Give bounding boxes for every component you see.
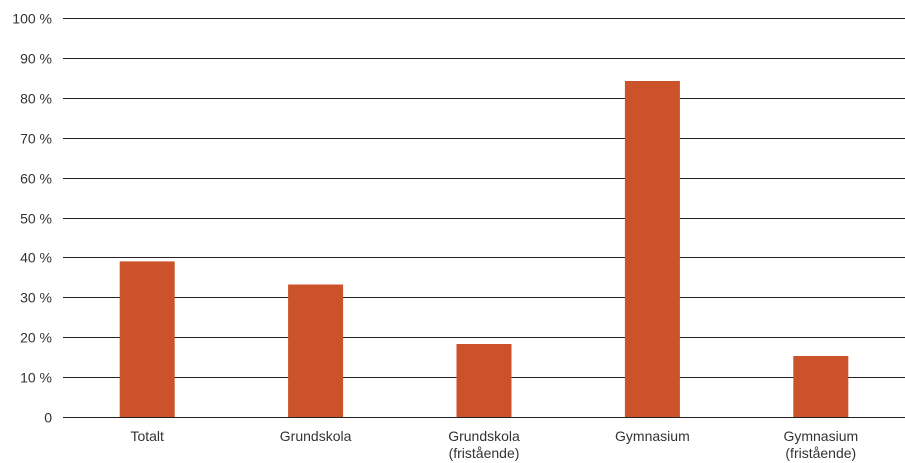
y-tick-label: 40 % <box>20 250 52 266</box>
y-tick-label: 90 % <box>20 51 52 67</box>
x-category-label-line: Gymnasium <box>615 428 690 444</box>
y-tick-label: 20 % <box>20 330 52 346</box>
y-tick-label: 60 % <box>20 171 52 187</box>
x-category-label: Totalt <box>130 428 164 444</box>
y-tick-label: 30 % <box>20 290 52 306</box>
x-category-label-line: Totalt <box>130 428 164 444</box>
y-tick-label: 50 % <box>20 211 52 227</box>
gridlines <box>63 18 905 418</box>
bar <box>288 284 344 417</box>
y-tick-label: 70 % <box>20 131 52 147</box>
bar <box>793 356 849 417</box>
bar <box>624 81 680 417</box>
y-tick-label: 100 % <box>12 11 52 27</box>
x-category-label-line: (fristående) <box>449 445 520 461</box>
x-category-label: Grundskola (fristående) <box>448 428 520 461</box>
x-axis-category-labels: Totalt Grundskola Grundskola (fristående)Gy… <box>130 428 858 461</box>
y-tick-label: 10 % <box>20 370 52 386</box>
bar <box>456 344 512 417</box>
x-category-label: Gymnasium <box>615 428 690 444</box>
y-axis-tick-labels: 0 10 % 20 % 30 % 40 % 50 % 60 % 70 % 80 % 90 % 100… <box>12 11 52 426</box>
x-category-label-line: Gymnasium <box>783 428 858 444</box>
bars <box>119 81 849 417</box>
x-category-label-line: (fristående) <box>785 445 856 461</box>
y-tick-label: 0 <box>44 410 52 426</box>
x-category-label: Gymnasium (fristående) <box>783 428 858 461</box>
x-category-label: Grundskola <box>280 428 352 444</box>
bar <box>119 261 175 417</box>
x-category-label-line: Grundskola <box>280 428 352 444</box>
x-category-label-line: Grundskola <box>448 428 520 444</box>
y-tick-label: 80 % <box>20 91 52 107</box>
